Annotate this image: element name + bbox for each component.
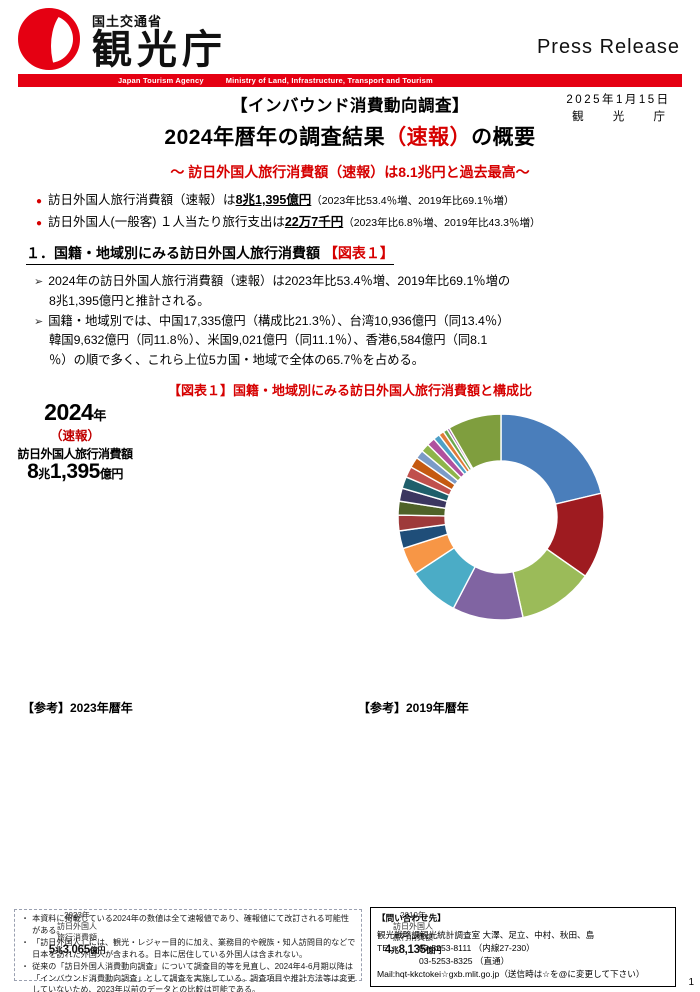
section-1-figure-ref: 【図表１】 [323, 244, 394, 261]
footnote-text: 「訪日外国人」には、観光・レジャー目的に加え、業務目的や親族・知人訪問目的などで… [32, 937, 356, 959]
contact-title: 【問い合わせ先】 [377, 913, 446, 923]
finding-comparison: （2023年比6.8％増、2019年比43.3％増） [343, 216, 541, 229]
donut-chart-2024 [397, 413, 605, 621]
footnote-bullet-icon: ・ [21, 914, 30, 923]
finding-text: 訪日外国人旅行消費額（速報）は [48, 193, 236, 207]
chart-2019-title: 【参考】2019年暦年 [358, 701, 469, 716]
arrow-icon: ➢ [34, 315, 44, 328]
contact-tel-2: 03-5253-8325 （直通） [419, 955, 510, 966]
footnote-text: 従来の「訪日外国人消費動向調査」について調査目的等を見直し、2024年4-6月期… [32, 961, 356, 992]
title-block: 2025年1月15日 観 光 庁 【インバウンド消費動向調査】 2024年暦年の… [0, 92, 700, 182]
press-release-label: Press Release [536, 36, 680, 58]
point-line: 2024年の訪日外国人旅行消費額（速報）は2023年比53.4％増、2019年比… [48, 273, 511, 288]
bar-ministry-en: Ministry of Land, Infrastructure, Transp… [225, 76, 433, 85]
center-desc-1: 訪日外国人 [57, 922, 97, 932]
arrow-icon: ➢ [34, 275, 44, 288]
footnote-item: ・本資料に掲載している2024年の数値は全て速報値であり、確報値にて改訂される可… [21, 913, 356, 936]
center-desc-2: 旅行消費額 [57, 932, 97, 942]
center-desc-2: 旅行消費額 [393, 932, 433, 942]
page-number: 1 [688, 977, 694, 988]
bar-agency-en: Japan Tourism Agency [118, 76, 204, 85]
contact-tel-1: 03-5253-8111 （内線27-230） [419, 942, 535, 953]
section-1-point: ➢ 国籍・地域別では、中国17,335億円（構成比21.3％）、台湾10,936… [34, 312, 700, 332]
pie-slice [448, 413, 502, 470]
finding-value: 8兆1,395億円 [235, 193, 312, 207]
finding-text: 訪日外国人(一般客) １人当たり旅行支出は [48, 214, 285, 229]
key-finding-item: ● 訪日外国人(一般客) １人当たり旅行支出は22万7千円（2023年比6.8％… [36, 212, 700, 234]
page-title: 2024年暦年の調査結果（速報）の概要 [0, 121, 700, 151]
issue-date: 2025年1月15日 [566, 94, 671, 106]
center-total-amount: 4兆8,135億円 [384, 943, 442, 956]
agency-name: 観光庁 [92, 28, 227, 72]
center-year: 2023年 [64, 911, 90, 921]
point-line: 韓国9,632億円（同11.8％）、米国9,021億円（同11.1％）、香港6,… [49, 333, 488, 348]
chart-2019-outer-labels [358, 716, 690, 906]
footnote-bullet-icon: ・ [21, 961, 30, 971]
finding-comparison: （2023年比53.4％増、2019年比69.1％増） [311, 195, 515, 207]
chart-1-area: 2024年 （速報） 訪日外国人旅行消費額 8兆1,395億円 [0, 399, 700, 697]
center-year: 2019年 [400, 911, 426, 921]
footnote-text: 本資料に掲載している2024年の数値は全て速報値であり、確報値にて改訂される可能… [32, 914, 349, 935]
center-year: 2024年 [44, 399, 106, 426]
center-total-amount: 8兆1,395億円 [27, 460, 123, 484]
section-1-point: ➢ 2024年の訪日外国人旅行消費額（速報）は2023年比53.4％増、2019… [34, 272, 700, 292]
contact-tel-row: 03-5253-8325 （直通） [377, 955, 669, 968]
center-provisional: （速報） [49, 429, 100, 444]
contact-tel-row: TEL 03-5253-8111 （内線27-230） [377, 942, 669, 955]
chart-2023-title: 【参考】2023年暦年 [22, 701, 133, 716]
key-findings-list: ● 訪日外国人旅行消費額（速報）は8兆1,395億円（2023年比53.4％増、… [0, 190, 700, 234]
page-title-part2: の概要 [471, 126, 536, 149]
bullet-dot-icon: ● [36, 217, 43, 229]
contact-department: 観光戦略課観光統計調査室 大澤、足立、中村、秋田、島 [377, 929, 595, 940]
key-finding-item: ● 訪日外国人旅行消費額（速報）は8兆1,395億円（2023年比53.4％増、… [36, 190, 700, 212]
contact-box: 【問い合わせ先】 観光戦略課観光統計調査室 大澤、足立、中村、秋田、島 TEL … [370, 907, 676, 987]
ministry-name: 国土交通省 [92, 14, 163, 29]
center-total-amount: 5兆3,065億円 [48, 943, 106, 956]
contact-mail: Mail:hqt-kkctokei☆gxb.mlit.go.jp（送信時は☆を@… [377, 968, 645, 979]
footnote-bullet-icon: ・ [21, 937, 30, 947]
bullet-dot-icon: ● [36, 196, 43, 207]
document-header: 国土交通省 観光庁 Press Release Japan Tourism Ag… [0, 0, 700, 87]
reference-chart-2019: 【参考】2019年暦年 2019年 訪日外国人 旅行消費額 4兆8,135億円 [358, 699, 690, 955]
chart-1-caption: 【図表１】国籍・地域別にみる訪日外国人旅行消費額と構成比 [167, 383, 532, 399]
chart-2023-outer-labels [22, 716, 352, 906]
section-1-title: １．国籍・地域別にみる訪日外国人旅行消費額 [26, 244, 320, 261]
document-footer: ・本資料に掲載している2024年の数値は全て速報値であり、確報値にて改訂される可… [0, 907, 700, 992]
page-title-sokuhou: （速報） [385, 126, 472, 149]
point-line: 国籍・地域別では、中国17,335億円（構成比21.3％）、台湾10,936億円… [48, 313, 510, 328]
lead-statement: ～ 訪日外国人旅行消費額（速報）は8.1兆円と過去最高～ [170, 164, 530, 180]
contact-tel-label: TEL [377, 942, 393, 953]
footnote-item: ・「訪日外国人」には、観光・レジャー目的に加え、業務目的や親族・知人訪問目的など… [21, 937, 356, 960]
section-1-points: ➢ 2024年の訪日外国人旅行消費額（速報）は2023年比53.4％増、2019… [34, 272, 700, 372]
agency-logo: 国土交通省 観光庁 [18, 8, 227, 70]
chart-2019-center-label: 2019年 訪日外国人 旅行消費額 4兆8,135億円 [358, 911, 468, 955]
finding-value: 22万7千円 [284, 214, 344, 229]
footnote-item: ・従来の「訪日外国人消費動向調査」について調査目的等を見直し、2024年4-6月… [21, 961, 356, 992]
issuer-name: 観 光 庁 [572, 110, 678, 123]
point-line: 8兆1,395億円と推計される。 [49, 293, 210, 308]
chart-2024-center-label: 2024年 （速報） 訪日外国人旅行消費額 8兆1,395億円 [0, 399, 150, 484]
chart-2023-center-label: 2023年 訪日外国人 旅行消費額 5兆3,065億円 [22, 911, 132, 955]
survey-name: 【インバウンド消費動向調査】 [231, 97, 469, 115]
page-title-part1: 2024年暦年の調査結果 [164, 126, 386, 149]
section-1-heading: １．国籍・地域別にみる訪日外国人旅行消費額 【図表１】 [26, 243, 394, 265]
reference-charts: 【参考】2023年暦年 2023年 訪日外国人 旅行消費額 5兆3,065億円 … [0, 699, 700, 955]
center-description: 訪日外国人旅行消費額 [17, 447, 133, 462]
point-line: ％）の順で多く、これら上位5カ国・地域で全体の65.7％を占める。 [49, 353, 425, 368]
center-desc-1: 訪日外国人 [393, 922, 433, 932]
japan-tourism-agency-logo-icon [18, 8, 80, 70]
footnotes-box: ・本資料に掲載している2024年の数値は全て速報値であり、確報値にて改訂される可… [14, 909, 362, 992]
issue-date-block: 2025年1月15日 観 光 庁 [559, 92, 678, 125]
header-red-bar: Japan Tourism Agency Ministry of Land, I… [18, 74, 682, 87]
reference-chart-2023: 【参考】2023年暦年 2023年 訪日外国人 旅行消費額 5兆3,065億円 [22, 699, 352, 955]
chart-2024-outer-labels [0, 399, 700, 697]
